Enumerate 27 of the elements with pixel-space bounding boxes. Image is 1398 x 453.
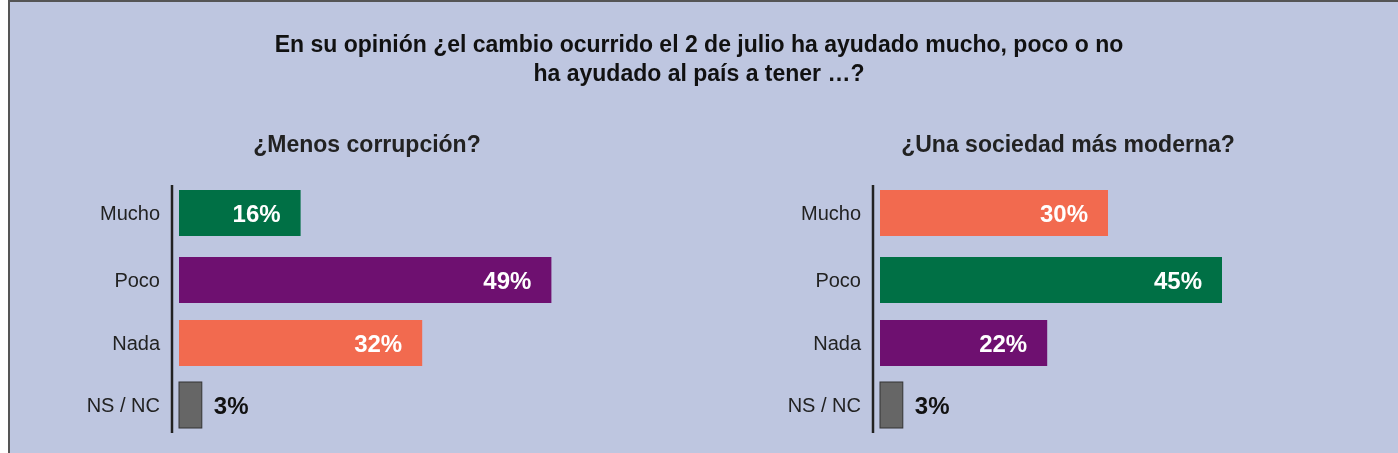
- data-label: 32%: [354, 330, 403, 357]
- y-tick-label: NS / NC: [787, 394, 861, 416]
- y-tick-label: Nada: [112, 332, 161, 354]
- y-tick-label: Poco: [815, 269, 861, 291]
- data-label: 3%: [914, 392, 950, 419]
- y-tick-label: Nada: [813, 332, 862, 354]
- data-label: 30%: [1039, 200, 1088, 227]
- bar: [179, 320, 423, 366]
- y-tick-label: Mucho: [99, 202, 160, 224]
- data-label: 16%: [232, 200, 281, 227]
- data-label: 45%: [1153, 267, 1202, 294]
- y-tick-label: NS / NC: [86, 394, 160, 416]
- data-label: 22%: [979, 330, 1028, 357]
- bar: [179, 257, 552, 303]
- data-label: 3%: [213, 392, 249, 419]
- y-tick-label: Poco: [114, 269, 160, 291]
- bar: [879, 381, 904, 429]
- y-tick-label: Mucho: [800, 202, 861, 224]
- bar: [880, 190, 1108, 236]
- bar: [179, 190, 301, 236]
- bar: [880, 320, 1048, 366]
- chart-subtitle: ¿Menos corrupción?: [253, 131, 481, 157]
- text: En su opinión ¿el cambio ocurrido el 2 de julio ha ayudado mucho, poco o no ha ayudado al país a tener …?: [274, 31, 1124, 86]
- bar: [880, 257, 1222, 303]
- chart-subtitle: ¿Una sociedad más moderna?: [901, 131, 1235, 157]
- data-label: 49%: [483, 267, 532, 294]
- bar: [178, 381, 203, 429]
